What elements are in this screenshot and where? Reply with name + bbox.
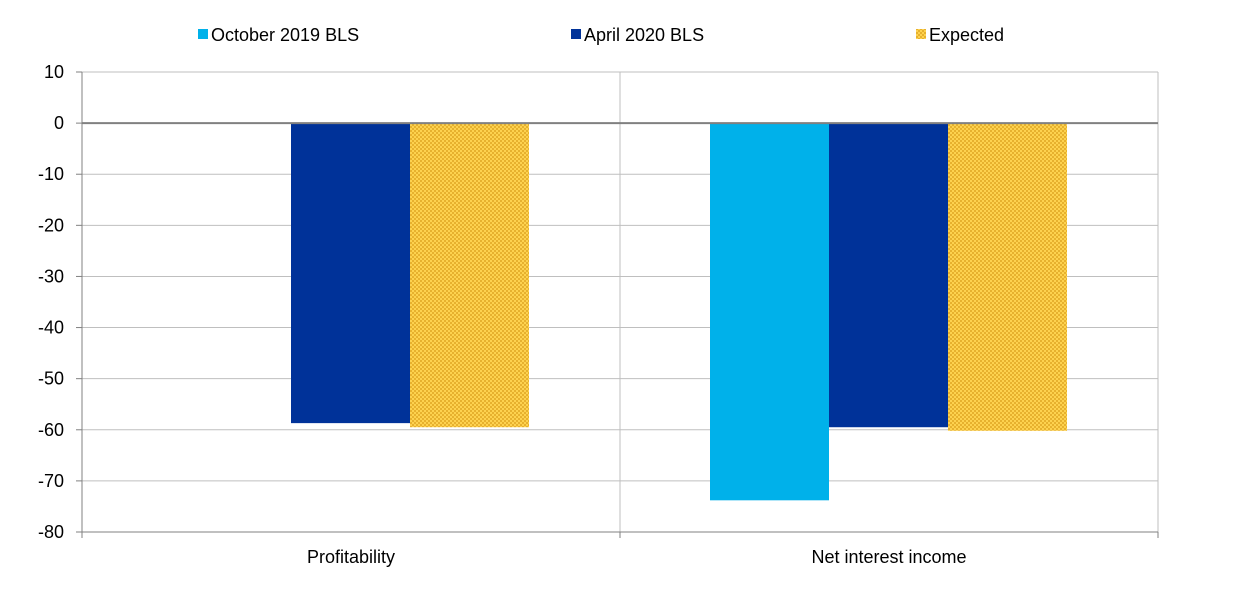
legend: October 2019 BLS April 2020 BLS Expected: [198, 25, 1004, 45]
y-tick-label: 10: [44, 62, 64, 82]
bar-april-2020-bls-net-interest-income: [829, 123, 948, 428]
y-tick-label: -80: [38, 522, 64, 542]
x-axis-tick-labels: Profitability Net interest income: [307, 547, 967, 567]
bar-expected-profitability: [410, 123, 529, 428]
legend-item-april-2020-bls: April 2020 BLS: [571, 25, 704, 45]
bars: [291, 123, 1067, 501]
legend-swatch-october-2019-bls: [198, 29, 208, 39]
legend-swatch-april-2020-bls: [571, 29, 581, 39]
y-axis-tick-labels: 10 0 -10 -20 -30 -40 -50 -60 -70 -80: [38, 62, 64, 542]
y-tick-label: -40: [38, 318, 64, 338]
y-tick-label: -50: [38, 369, 64, 389]
y-tick-label: -20: [38, 215, 64, 235]
y-tick-label: -70: [38, 471, 64, 491]
axes: [76, 71, 1159, 538]
x-tick-label-profitability: Profitability: [307, 547, 395, 567]
y-tick-label: 0: [54, 113, 64, 133]
legend-swatch-expected: [916, 29, 926, 39]
legend-label-april-2020-bls: April 2020 BLS: [584, 25, 704, 45]
bar-october-2019-bls-net-interest-income: [710, 123, 829, 501]
legend-item-expected: Expected: [916, 25, 1004, 45]
legend-label-expected: Expected: [929, 25, 1004, 45]
bar-expected-net-interest-income: [948, 123, 1067, 431]
y-tick-label: -10: [38, 164, 64, 184]
y-tick-label: -30: [38, 266, 64, 286]
bar-april-2020-bls-profitability: [291, 123, 410, 424]
x-tick-label-net-interest-income: Net interest income: [811, 547, 966, 567]
y-tick-label: -60: [38, 420, 64, 440]
legend-item-october-2019-bls: October 2019 BLS: [198, 25, 359, 45]
legend-label-october-2019-bls: October 2019 BLS: [211, 25, 359, 45]
